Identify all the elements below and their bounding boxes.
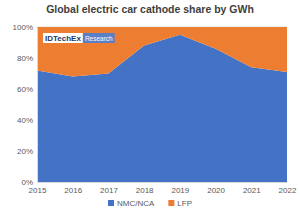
x-tick: 2017 [100,182,118,195]
areas [37,27,287,182]
legend-swatch [108,200,114,206]
x-tick: 2019 [171,182,189,195]
watermark-bg [43,33,83,43]
x-tick-label: 2015 [29,186,47,195]
chart: Global electric car cathode share by GWh… [0,0,300,210]
y-axis-line [37,28,38,183]
x-tick: 2022 [279,182,297,195]
legend-item: LFP [168,199,192,208]
y-tick-label: 80% [17,54,33,63]
y-tick: 80% [17,54,37,63]
x-tick: 2020 [207,182,225,195]
legend-item: NMC/NCA [108,199,155,208]
title: Global electric car cathode share by GWh [46,3,254,15]
x-tick: 2016 [64,182,82,195]
x-tick: 2018 [136,182,154,195]
watermark-bg [83,33,115,43]
x-tick-label: 2021 [243,186,261,195]
y-axis: 0%20%40%60%80%100% [13,23,38,187]
grid [37,27,287,182]
area [37,27,287,77]
y-tick: 60% [17,85,37,94]
y-tick: 100% [13,23,37,32]
y-tick-label: 100% [13,23,33,32]
annotation: Research [85,35,113,42]
legend-label: NMC/NCA [117,199,155,208]
y-tick-label: 40% [17,116,33,125]
x-axis: 2015 2016 2017 2018 2019 2020 2021 2022 [29,182,297,195]
legend-swatch [168,200,174,206]
y-tick-label: 60% [17,85,33,94]
legend-label: LFP [177,199,192,208]
x-tick-label: 2019 [171,186,189,195]
annotation: IDTechEx [45,34,81,43]
y-tick: 40% [17,116,37,125]
x-tick-label: 2022 [279,186,297,195]
x-tick-label: 2017 [100,186,118,195]
legend: NMC/NCA LFP [108,199,192,208]
x-tick-label: 2020 [207,186,225,195]
x-tick: 2021 [243,182,261,195]
x-axis-line [38,182,288,183]
plot: 0%20%40%60%80%100%2015201620172018201920… [13,23,297,195]
y-tick-label: 20% [17,147,33,156]
x-tick: 2015 [29,182,47,195]
watermark: IDTechEx Research [43,33,115,43]
y-tick: 20% [17,147,37,156]
x-tick-label: 2016 [64,186,82,195]
x-tick-label: 2018 [136,186,154,195]
